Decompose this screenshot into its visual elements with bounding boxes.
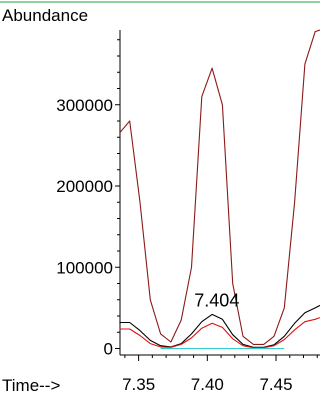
y-tick-label: 300000 — [56, 96, 113, 115]
y-axis-title: Abundance — [2, 6, 88, 25]
x-tick-label: 7.40 — [191, 375, 224, 394]
series-line — [119, 304, 320, 348]
y-tick-label: 100000 — [56, 258, 113, 277]
annotation-layer: 7.404 — [194, 290, 239, 310]
y-tick-label: 200000 — [56, 177, 113, 196]
y-tick-label: 0 — [104, 340, 113, 359]
x-tick-label: 7.35 — [122, 375, 155, 394]
series-layer — [118, 29, 320, 349]
x-axis-title: Time--> — [2, 376, 60, 395]
series-line — [118, 29, 320, 345]
axes: 0 100000 200000 300000 7.35 7.40 7.45 — [56, 30, 320, 394]
x-tick-label: 7.45 — [259, 375, 292, 394]
peak-label: 7.404 — [194, 290, 239, 310]
series-line — [119, 317, 320, 349]
